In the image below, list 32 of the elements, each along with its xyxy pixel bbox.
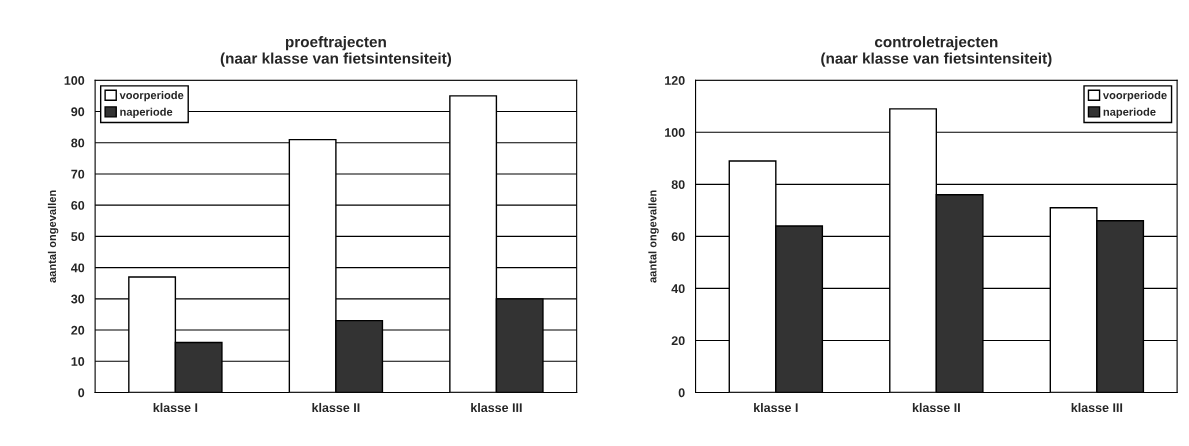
x-tick-label: klasse III	[471, 402, 522, 413]
x-tick-label: klasse III	[1071, 402, 1123, 413]
y-tick-label: 30	[71, 294, 85, 304]
y-tick-label: 10	[71, 357, 85, 366]
y-tick-label: 40	[671, 284, 685, 294]
y-tick-label: 120	[665, 76, 685, 85]
legend-label: voorperiode	[1102, 91, 1167, 102]
legend-label: naperiode	[1103, 107, 1156, 118]
y-tick-label: 40	[70, 263, 85, 273]
y-tick-label: 60	[71, 200, 85, 210]
x-tick-label: klasse I	[153, 402, 198, 413]
y-tick-label: 60	[671, 232, 685, 242]
x-tick-label: klasse I	[754, 402, 798, 413]
y-tick-label: 80	[71, 138, 85, 148]
y-axis-title: aantal ongevallen	[648, 190, 659, 283]
y-axis-title: aantal ongevallen	[47, 190, 59, 283]
y-tick-label: 20	[71, 325, 85, 335]
chart-title: proeftrajecten (naar klasse van fietsintensiteit)	[220, 36, 452, 67]
y-tick-label: 70	[71, 169, 85, 179]
y-tick-label: 100	[64, 76, 85, 85]
x-tick-label: klasse II	[912, 402, 960, 413]
legend-label: naperiode	[120, 107, 173, 118]
y-tick-label: 0	[78, 388, 85, 398]
y-tick-label: 80	[671, 180, 685, 189]
legend-label: voorperiode	[119, 91, 184, 102]
y-tick-label: 50	[71, 232, 85, 242]
x-tick-label: klasse II	[312, 402, 360, 413]
y-tick-label: 20	[671, 336, 685, 346]
y-tick-label: 100	[665, 128, 685, 137]
y-tick-label: 90	[71, 107, 85, 117]
chart-title: controletrajecten (naar klasse van fietsintensiteit)	[821, 36, 1052, 67]
y-tick-label: 0	[678, 388, 685, 398]
